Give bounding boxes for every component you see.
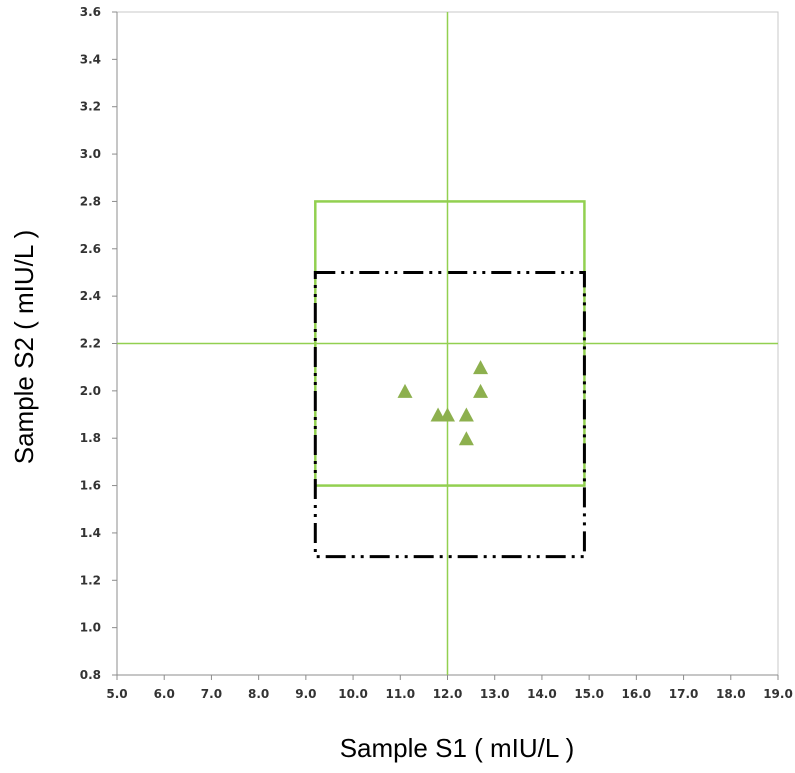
x-tick-label: 11.0 [385,687,415,701]
y-tick-label: 1.6 [80,479,101,493]
y-tick-label: 2.0 [80,384,101,398]
x-tick-label: 12.0 [433,687,463,701]
plot-frame [112,11,779,680]
data-point-triangle [430,407,446,422]
x-tick-label: 6.0 [154,687,175,701]
y-tick-label: 3.0 [80,147,101,161]
reference-lines [117,12,778,675]
x-tick-label: 9.0 [295,687,316,701]
data-point-triangle [458,407,474,422]
x-tick-label: 19.0 [763,687,793,701]
target-box-dashdot [313,270,586,559]
x-tick-label: 8.0 [248,687,269,701]
y-axis-title: Sample S2 ( mIU/L ) [9,230,39,465]
y-tick-label: 1.4 [80,526,101,540]
y-tick-label: 2.2 [80,337,101,351]
y-tick-label: 1.0 [80,621,101,635]
x-tick-label: 5.0 [106,687,127,701]
x-tick-label: 7.0 [201,687,222,701]
x-tick-label: 15.0 [574,687,604,701]
data-point-triangle [458,431,474,446]
y-tick-label: 2.4 [80,289,101,303]
y-tick-labels: 0.8 1.0 1.2 1.4 1.6 1.8 2.0 2.2 2.4 2.6 2.8 3.0 3.2 3… [80,5,101,682]
x-tick-label: 18.0 [716,687,746,701]
data-point-triangle [440,407,455,422]
data-point-triangle [473,360,489,375]
y-tick-label: 2.6 [80,242,101,256]
y-tick-label: 3.2 [80,100,101,114]
x-tick-label: 10.0 [338,687,368,701]
x-axis-title: Sample S1 ( mIU/L ) [340,733,575,763]
y-tick-label: 0.8 [80,668,101,682]
x-tick-label: 14.0 [527,687,557,701]
data-points [397,360,489,446]
x-tick-labels: 5.0 6.0 7.0 8.0 9.0 10.0 11.0 12.0 13.0 14.0 15.0 1… [106,687,792,701]
x-tick-label: 16.0 [622,687,652,701]
y-tick-label: 2.8 [80,194,101,208]
y-tick-label: 3.4 [80,52,101,66]
reference-boxes [313,200,586,559]
data-point-triangle [473,383,489,398]
y-tick-label: 1.2 [80,573,101,587]
data-point-triangle [397,383,413,398]
y-tick-label: 1.8 [80,431,101,445]
x-tick-label: 17.0 [669,687,699,701]
x-tick-label: 13.0 [480,687,510,701]
y-tick-label: 3.6 [80,5,101,19]
